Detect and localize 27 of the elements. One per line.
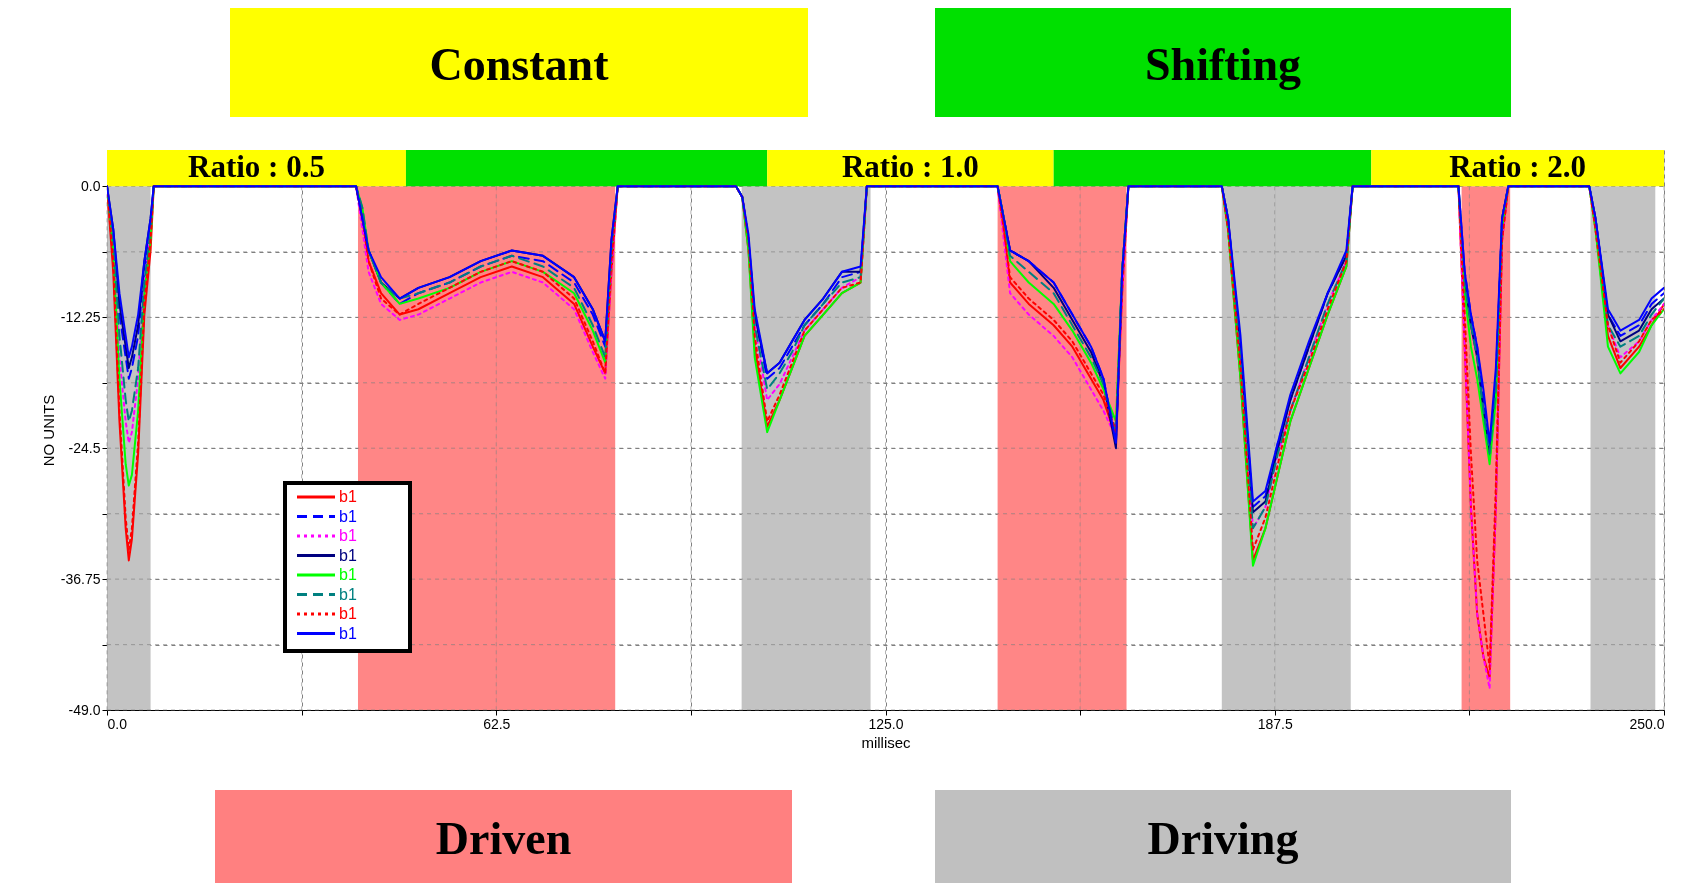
band-label: Ratio : 1.0 <box>841 149 979 185</box>
text: Constant <box>429 38 610 90</box>
legend-label: b1 <box>339 566 357 583</box>
legend-label: b1 <box>339 605 357 622</box>
y-tick-label: 0.0 <box>81 177 101 194</box>
y-tick-label: -24.5 <box>68 439 101 456</box>
legend-label: b1 <box>339 488 357 505</box>
legend-label: b1 <box>339 546 357 564</box>
x-tick-label: 0.0 <box>107 715 128 732</box>
legend-label: b1 <box>339 527 357 544</box>
legend-label: b1 <box>339 585 357 603</box>
band-label: Ratio : 2.0 <box>1449 149 1587 185</box>
x-tick-label: 62.5 <box>483 715 511 732</box>
text: Driven <box>435 812 572 864</box>
y-tick-label: -49.0 <box>68 701 101 718</box>
text: Driving <box>1147 812 1299 864</box>
text: Shifting <box>1145 38 1301 90</box>
y-tick-label: -36.75 <box>60 570 101 587</box>
legend-label: b1 <box>339 507 357 525</box>
x-tick-label: 125.0 <box>868 715 904 732</box>
legend-label: b1 <box>339 624 357 642</box>
y-tick-label: -12.25 <box>60 308 101 325</box>
x-tick-label: 250.0 <box>1629 715 1665 732</box>
band-label: Ratio : 0.5 <box>188 149 325 185</box>
y-axis-title: NO UNITS <box>39 394 57 467</box>
x-axis-title: millisec <box>861 733 912 751</box>
x-tick-label: 187.5 <box>1257 715 1293 732</box>
